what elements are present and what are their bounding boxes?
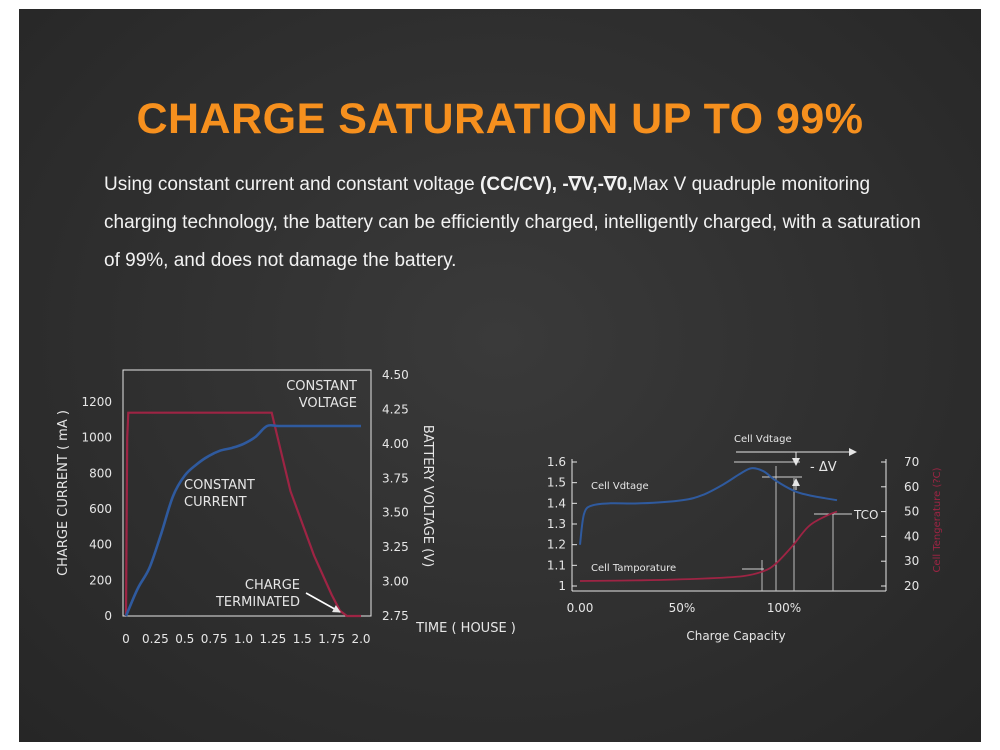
chart2-x-tick-0: 0.00 [567,601,594,615]
chart1-x-tick-4: 1.0 [234,632,253,646]
chart1-y2label: BATTERY VOLTAGE (V) [420,425,435,567]
chart2-y2-tick-0: 20 [904,579,919,593]
chart2-y2-tick-2: 40 [904,529,919,543]
description-bold: (CC/CV), -∇V,-∇0, [480,174,633,195]
chart1-term-label-2: TERMINATED [215,595,300,610]
chart1-y2-tick-5: 4.00 [382,437,409,451]
chart2-x-tick-1: 50% [669,601,696,615]
chart2-y-tick-4: 1.4 [547,496,566,510]
chart2-y2-tick-5: 70 [904,455,919,469]
chart2-dv-label: - ΔV [810,460,837,475]
chart1-y-tick-4: 800 [89,466,112,480]
chart2-y2-tick-1: 30 [904,554,919,568]
chart1-y2-tick-4: 3.75 [382,471,409,485]
background-panel [19,9,981,742]
chart1-y2-tick-7: 4.50 [382,368,409,382]
chart2-y-tick-6: 1.6 [547,455,566,469]
chart1-ylabel: CHARGE CURRENT ( mA ) [56,410,71,576]
chart1-y-ticks: 0 200 400 600 800 1000 1200 [81,395,112,623]
chart2-y-tick-0: 1 [558,579,566,593]
chart-2: 0.00 50% 100% 1 1.1 1.2 1.3 1.4 1.5 1.6 20 30 40 50… [547,434,943,643]
chart1-x-tick-8: 2.0 [351,632,370,646]
chart2-y2label: Cell Tengerature (?C) [932,467,943,572]
chart1-y2-tick-3: 3.50 [382,506,409,520]
chart2-x-tick-2: 100% [767,601,801,615]
chart1-cc-label-2: CURRENT [184,495,247,510]
description: Using constant current and constant volt… [104,166,924,280]
chart1-x-tick-5: 1.25 [260,632,287,646]
chart1-term-arrow [305,592,341,613]
description-part-2: Max V quadruple monitoring charging tech… [104,174,921,271]
chart2-y-tick-2: 1.2 [547,538,566,552]
chart1-x-tick-6: 1.5 [293,632,312,646]
chart2-y-ticks: 1 1.1 1.2 1.3 1.4 1.5 1.6 [547,455,577,593]
chart1-x-ticks: 0 0.25 0.5 0.75 1.0 1.25 1.5 1.75 2.0 [122,632,370,646]
chart1-y-tick-3: 600 [89,502,112,516]
chart1-frame [122,369,372,617]
chart1-y-tick-5: 1000 [81,431,112,445]
chart1-y-tick-2: 400 [89,538,112,552]
chart2-volt-label: Cell Vdtage [591,481,649,492]
chart-1: 0 0.25 0.5 0.75 1.0 1.25 1.5 1.75 2.0 0 200 400 600… [56,368,516,646]
chart2-y2-tick-4: 60 [904,480,919,494]
chart2-xlabel: Charge Capacity [686,629,785,643]
chart1-y2-tick-1: 3.00 [382,575,409,589]
chart1-current-line [124,411,361,618]
chart1-cv-label-1: CONSTANT [286,379,357,394]
chart2-x-ticks: 0.00 50% 100% [567,601,802,615]
description-part-1: Using constant current and constant volt… [104,174,481,195]
chart2-y2-tick-3: 50 [904,505,919,519]
chart1-term-label-1: CHARGE [245,578,300,593]
chart2-y-tick-1: 1.1 [547,558,566,572]
chart2-top-label: Cell Vdtage [734,434,792,445]
chart1-voltage-line [124,423,361,617]
chart1-y2-tick-0: 2.75 [382,609,409,623]
chart1-y-tick-6: 1200 [81,395,112,409]
chart1-x-tick-1: 0.25 [142,632,169,646]
chart1-y-tick-1: 200 [89,573,112,587]
chart2-tco-label: TCO [853,508,878,522]
chart1-cv-label-2: VOLTAGE [299,396,357,411]
chart1-x-tick-0: 0 [122,632,130,646]
chart1-cc-label-1: CONSTANT [184,478,255,493]
chart1-x-tick-3: 0.75 [201,632,228,646]
chart1-y2-ticks: 2.75 3.00 3.25 3.50 3.75 4.00 4.25 4.50 [382,368,409,623]
chart1-y2-tick-2: 3.25 [382,540,409,554]
chart2-voltage-line [579,467,838,545]
chart2-y-tick-5: 1.5 [547,476,566,490]
chart2-temperature-line [579,510,838,582]
chart1-x-tick-7: 1.75 [318,632,345,646]
chart1-y-tick-0: 0 [104,609,112,623]
chart1-y2-tick-6: 4.25 [382,402,409,416]
chart2-temp-label: Cell Tamporature [591,563,676,574]
chart1-xlabel: TIME ( HOUSE ) [415,621,516,636]
chart2-y2-ticks: 20 30 40 50 60 70 [881,455,919,593]
page-title: CHARGE SATURATION UP TO 99% [136,95,864,143]
chart1-x-tick-2: 0.5 [175,632,194,646]
chart2-y-tick-3: 1.3 [547,517,566,531]
